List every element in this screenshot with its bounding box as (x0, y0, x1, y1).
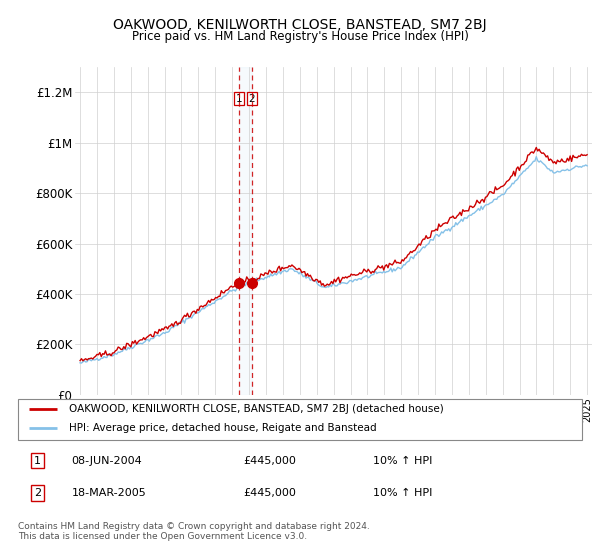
Text: 2: 2 (248, 94, 255, 104)
FancyBboxPatch shape (18, 399, 582, 440)
Text: Contains HM Land Registry data © Crown copyright and database right 2024.
This d: Contains HM Land Registry data © Crown c… (18, 522, 370, 542)
Text: HPI: Average price, detached house, Reigate and Banstead: HPI: Average price, detached house, Reig… (69, 423, 376, 433)
Text: 10% ↑ HPI: 10% ↑ HPI (373, 455, 433, 465)
Text: Price paid vs. HM Land Registry's House Price Index (HPI): Price paid vs. HM Land Registry's House … (131, 30, 469, 43)
Text: OAKWOOD, KENILWORTH CLOSE, BANSTEAD, SM7 2BJ: OAKWOOD, KENILWORTH CLOSE, BANSTEAD, SM7… (113, 18, 487, 32)
Text: 08-JUN-2004: 08-JUN-2004 (71, 455, 142, 465)
Bar (239, 67, 252, 395)
Text: OAKWOOD, KENILWORTH CLOSE, BANSTEAD, SM7 2BJ (detached house): OAKWOOD, KENILWORTH CLOSE, BANSTEAD, SM7… (69, 404, 443, 414)
Text: 10% ↑ HPI: 10% ↑ HPI (373, 488, 433, 498)
Text: 1: 1 (236, 94, 242, 104)
Text: 1: 1 (34, 455, 41, 465)
Text: £445,000: £445,000 (244, 488, 296, 498)
Text: 2: 2 (34, 488, 41, 498)
Text: £445,000: £445,000 (244, 455, 296, 465)
Text: 18-MAR-2005: 18-MAR-2005 (71, 488, 146, 498)
